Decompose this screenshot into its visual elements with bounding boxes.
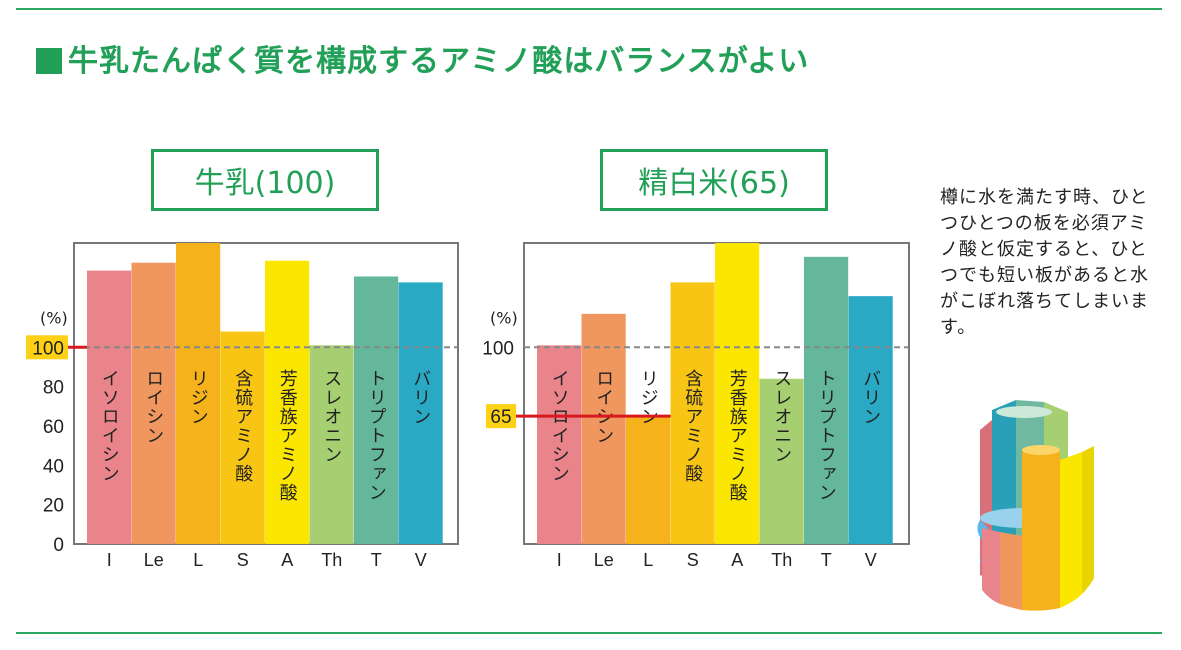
- figure-frame: [16, 8, 1162, 634]
- bar-V: [848, 296, 893, 544]
- bar-S: [670, 282, 715, 544]
- bar-T: [354, 276, 399, 544]
- bar-label: リジン: [188, 369, 209, 426]
- milk-chart-title: 牛乳(100): [151, 149, 379, 211]
- x-tick-label: Th: [771, 550, 792, 570]
- bar-Le: [131, 262, 176, 544]
- bar-I: [537, 345, 582, 544]
- bar-label: 芳香族アミノ酸: [727, 369, 748, 502]
- bar-label: リジン: [638, 369, 659, 426]
- bar-label: 芳香族アミノ酸: [277, 369, 298, 502]
- y-unit-label: (%): [40, 308, 68, 327]
- x-tick-label: Le: [594, 550, 614, 570]
- x-tick-label: S: [687, 550, 699, 570]
- limit-label: 65: [490, 407, 511, 428]
- x-tick-label: L: [643, 550, 653, 570]
- barrel-illustration: [977, 400, 1094, 611]
- bar-T: [804, 256, 849, 544]
- bar-label: イソロイシン: [549, 369, 570, 483]
- bar-A: [715, 243, 760, 544]
- barrel-stave-top: [1022, 445, 1060, 455]
- barrel-rim: [996, 406, 1052, 418]
- bar-label: トリプトファン: [366, 369, 387, 502]
- x-tick-label: L: [193, 550, 203, 570]
- bar-label: 含硫アミノ酸: [232, 369, 253, 483]
- y-tick-highlight: [26, 335, 68, 360]
- x-tick-label: A: [731, 550, 743, 570]
- x-tick-label: V: [415, 550, 427, 570]
- y-tick-label: 0: [53, 535, 64, 556]
- bar-L: [176, 243, 221, 544]
- y-tick-label: 20: [43, 496, 64, 517]
- barrel-stave-front: [1082, 446, 1094, 594]
- bar-I: [87, 270, 132, 544]
- x-tick-label: I: [557, 550, 562, 570]
- limit-label-box: [486, 404, 516, 429]
- x-tick-label: Th: [321, 550, 342, 570]
- bar-V: [398, 282, 443, 544]
- barrel-note: 樽に水を満たす時、ひとつひとつの板を必須アミノ酸と仮定すると、ひとつでも短い板が…: [940, 187, 1149, 338]
- bar-label: スレオニン: [321, 369, 342, 464]
- square-bullet-icon: [36, 48, 62, 74]
- bar-label: スレオニン: [771, 369, 792, 464]
- bar-label: バリン: [860, 369, 881, 426]
- barrel-stave-front: [1060, 452, 1082, 608]
- bar-Th: [759, 378, 804, 544]
- barrel-stave-front: [1000, 532, 1022, 610]
- y-tick-label: 100: [482, 338, 514, 359]
- bar-label: ロイシン: [593, 369, 614, 445]
- y-tick-label: 100: [32, 338, 64, 359]
- x-tick-label: V: [865, 550, 877, 570]
- x-tick-label: A: [281, 550, 293, 570]
- y-tick-label: 40: [43, 456, 64, 477]
- x-tick-label: S: [237, 550, 249, 570]
- bar-A: [265, 260, 310, 544]
- x-tick-label: I: [107, 550, 112, 570]
- bar-label: 含硫アミノ酸: [682, 369, 703, 483]
- bar-label: ロイシン: [143, 369, 164, 445]
- x-tick-label: T: [821, 550, 832, 570]
- bar-label: トリプトファン: [816, 369, 837, 502]
- y-tick-label: 60: [43, 417, 64, 438]
- bar-label: バリン: [410, 369, 431, 426]
- rice-chart-title: 精白米(65): [600, 149, 828, 211]
- bar-Th: [309, 345, 354, 544]
- x-tick-label: Le: [144, 550, 164, 570]
- bar-label: イソロイシン: [99, 369, 120, 483]
- y-unit-label: (%): [490, 308, 518, 327]
- page-heading: 牛乳たんぱく質を構成するアミノ酸はバランスがよい: [36, 36, 809, 80]
- barrel-stave-front: [982, 528, 1000, 604]
- x-tick-label: T: [371, 550, 382, 570]
- y-tick-label: 80: [43, 378, 64, 399]
- barrel-stave-front: [1022, 450, 1060, 611]
- bar-Le: [581, 313, 626, 544]
- bar-L: [626, 416, 671, 544]
- heading-text: 牛乳たんぱく質を構成するアミノ酸はバランスがよい: [68, 44, 810, 79]
- bar-S: [220, 331, 265, 544]
